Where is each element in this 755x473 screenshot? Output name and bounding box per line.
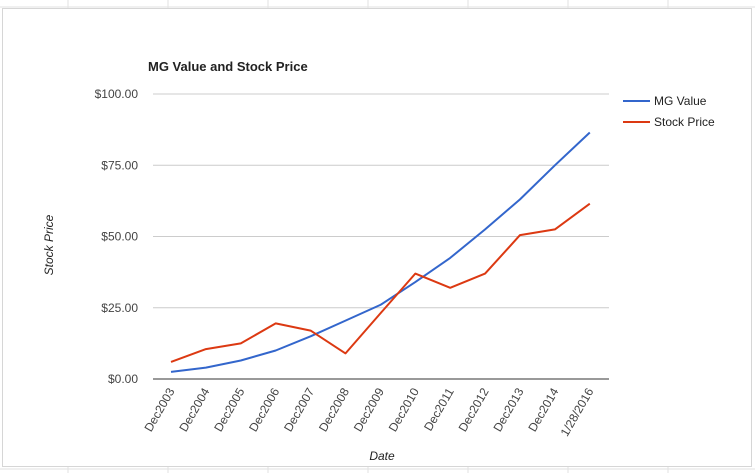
- x-tick-label: Dec2007: [281, 385, 317, 434]
- x-tick-label: Dec2005: [211, 385, 247, 434]
- gridlines: [153, 93, 609, 380]
- line-chart: MG Value and Stock Price $0.00 $25.00 $50.…: [42, 59, 715, 463]
- series-lines: [170, 131, 591, 373]
- x-tick-label: Dec2010: [386, 385, 422, 434]
- x-axis-ticks: Dec2003Dec2004Dec2005Dec2006Dec2007Dec20…: [141, 385, 596, 439]
- legend[interactable]: MG Value Stock Price: [623, 94, 715, 129]
- x-tick-label: Dec2013: [490, 385, 526, 434]
- chart-container[interactable]: MG Value and Stock Price $0.00 $25.00 $50.…: [2, 8, 752, 467]
- x-tick-label: Dec2014: [525, 385, 561, 434]
- x-tick-label: Dec2009: [351, 385, 387, 434]
- x-tick-label: 1/28/2016: [558, 385, 597, 439]
- y-tick-label: $0.00: [108, 372, 138, 386]
- y-tick-label: $75.00: [101, 158, 138, 172]
- chart-title: MG Value and Stock Price: [148, 59, 308, 74]
- x-tick-label: Dec2003: [141, 385, 177, 434]
- legend-label: Stock Price: [654, 115, 715, 129]
- x-tick-label: Dec2006: [246, 385, 282, 434]
- x-tick-label: Dec2012: [456, 385, 492, 434]
- x-tick-label: Dec2011: [421, 385, 457, 433]
- y-axis-ticks: $0.00 $25.00 $50.00 $75.00 $100.00: [95, 87, 139, 386]
- x-axis-label: Date: [369, 449, 395, 463]
- x-tick-label: Dec2004: [176, 385, 212, 434]
- series-line-stock-price: [170, 202, 591, 363]
- legend-label: MG Value: [654, 94, 707, 108]
- y-axis-label: Stock Price: [42, 214, 56, 275]
- y-tick-label: $100.00: [95, 87, 139, 101]
- y-tick-label: $50.00: [101, 230, 138, 244]
- series-line-mg-value: [170, 131, 591, 373]
- x-tick-label: Dec2008: [316, 385, 352, 434]
- y-tick-label: $25.00: [101, 301, 138, 315]
